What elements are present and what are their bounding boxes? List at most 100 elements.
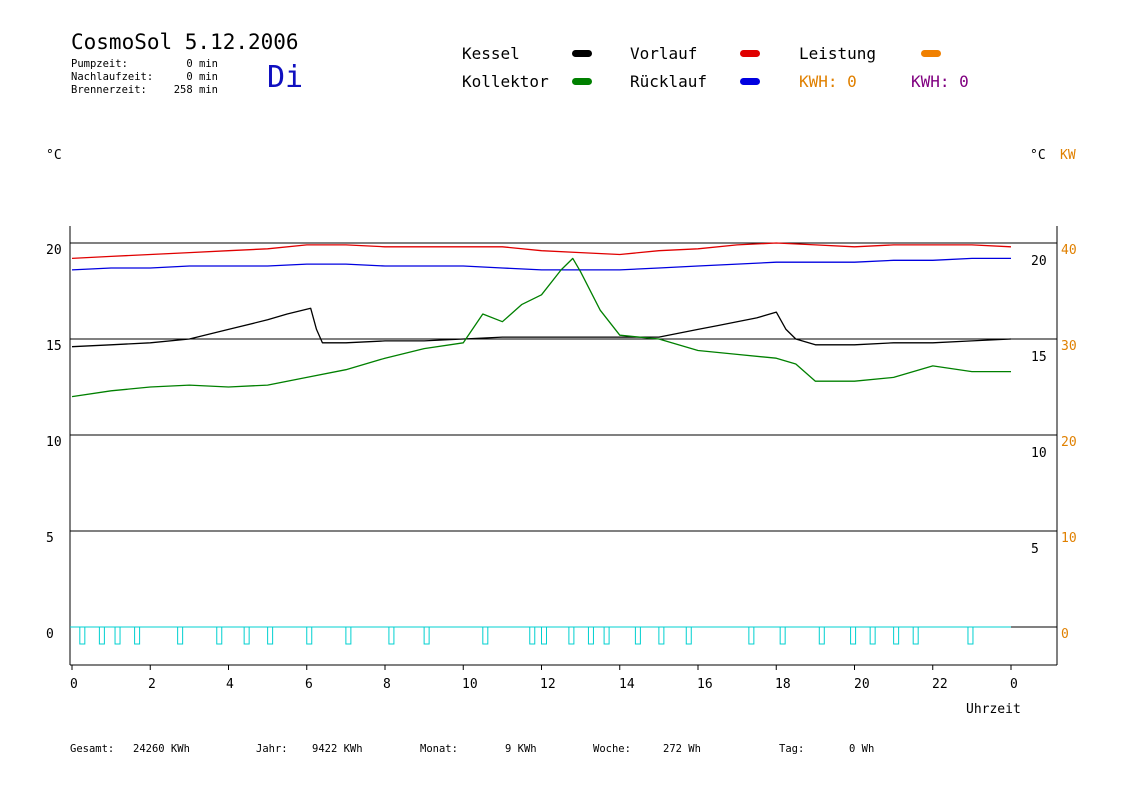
weekday-label: Di xyxy=(267,60,304,95)
stat-pumpzeit-value: 0 min xyxy=(186,58,218,70)
pump-pulse-14 xyxy=(541,626,547,645)
series-ruecklauf-line xyxy=(71,257,1011,271)
footer-jahr-value: 9422 KWh xyxy=(312,743,363,755)
right-tick-c-15: 15 xyxy=(1031,350,1047,365)
x-tick-18: 18 xyxy=(775,677,791,692)
chart-title: CosmoSol 5.12.2006 xyxy=(71,30,299,54)
footer-monat-value: 9 KWh xyxy=(505,743,537,755)
pump-pulse-28 xyxy=(967,626,974,645)
pump-pulse-15 xyxy=(568,626,575,645)
left-tick-15: 15 xyxy=(46,339,62,354)
footer-monat-label: Monat: xyxy=(420,743,458,755)
right-tick-c-5: 5 xyxy=(1031,542,1039,557)
x-tick-4: 4 xyxy=(226,677,234,692)
stat-pumpzeit-label: Pumpzeit: xyxy=(71,58,128,70)
chart-series xyxy=(71,242,1012,398)
pump-pulse-1 xyxy=(98,626,105,645)
pump-pulse-12 xyxy=(482,626,489,645)
pump-pulse-4 xyxy=(177,626,184,645)
chart-grid xyxy=(69,226,1058,670)
pump-pulse-0 xyxy=(79,626,86,645)
x-axis-label: Uhrzeit xyxy=(966,702,1021,717)
x-tick-0: 0 xyxy=(70,677,78,692)
legend-kwh-orange: KWH: 0 xyxy=(799,72,857,91)
right-tick-kw-30: 30 xyxy=(1061,339,1077,354)
stat-brennerzeit-label: Brennerzeit: xyxy=(71,84,147,96)
footer-woche-value: 272 Wh xyxy=(663,743,701,755)
stats-values: 0 min 0 min 258 min xyxy=(160,58,218,97)
footer-jahr-label: Jahr: xyxy=(256,743,288,755)
legend-ruecklauf-label: Rücklauf xyxy=(630,72,708,91)
x-tick-10: 10 xyxy=(462,677,478,692)
x-tick-6: 6 xyxy=(305,677,313,692)
x-tick-12: 12 xyxy=(540,677,556,692)
pump-pulse-11 xyxy=(423,626,430,645)
right-tick-c-10: 10 xyxy=(1031,446,1047,461)
left-tick-10: 10 xyxy=(46,435,62,450)
x-tick-16: 16 xyxy=(697,677,713,692)
right-axis-unit-c: °C xyxy=(1030,148,1046,163)
legend-kessel-swatch xyxy=(572,50,592,57)
footer-woche-label: Woche: xyxy=(593,743,631,755)
footer-tag-label: Tag: xyxy=(779,743,805,755)
right-tick-kw-40: 40 xyxy=(1061,243,1077,258)
pump-pulse-9 xyxy=(345,626,352,645)
pump-pulse-23 xyxy=(818,626,825,645)
x-tick-8: 8 xyxy=(383,677,391,692)
legend-ruecklauf-swatch xyxy=(740,78,760,85)
footer-gesamt-label: Gesamt: xyxy=(70,743,115,755)
legend-leistung-swatch xyxy=(921,50,941,57)
right-tick-c-20: 20 xyxy=(1031,254,1047,269)
right-axis-unit-kw: KW xyxy=(1060,148,1076,163)
pump-pulse-10 xyxy=(388,626,395,645)
legend-kollektor-label: Kollektor xyxy=(462,72,549,91)
x-tick-2: 2 xyxy=(148,677,156,692)
left-axis-unit: °C xyxy=(46,148,62,163)
series-vorlauf-line xyxy=(71,242,1012,260)
footer-tag-value: 0 Wh xyxy=(849,743,875,755)
pump-pulse-27 xyxy=(912,626,919,645)
legend-leistung-label: Leistung xyxy=(799,44,877,63)
pump-pulse-16 xyxy=(587,626,594,645)
x-tick-22: 22 xyxy=(932,677,948,692)
pump-pulse-21 xyxy=(748,626,755,645)
pump-activity xyxy=(70,626,1011,645)
stat-nachlaufzeit-value: 0 min xyxy=(186,71,218,83)
series-kessel-line xyxy=(71,307,1012,348)
stat-nachlaufzeit-label: Nachlaufzeit: xyxy=(71,71,154,83)
x-tick-24: 0 xyxy=(1010,677,1018,692)
stat-brennerzeit-value: 258 min xyxy=(173,84,218,96)
left-tick-0: 0 xyxy=(46,627,54,642)
pump-pulse-22 xyxy=(779,626,786,645)
pump-pulse-5 xyxy=(216,626,223,645)
pump-pulse-18 xyxy=(634,626,641,645)
pump-pulse-2 xyxy=(114,626,121,645)
pump-pulse-24 xyxy=(850,626,857,645)
right-tick-kw-20: 20 xyxy=(1061,435,1077,450)
pump-pulse-19 xyxy=(658,626,665,645)
legend-vorlauf-swatch xyxy=(740,50,760,57)
pump-pulse-13 xyxy=(529,626,536,645)
x-tick-14: 14 xyxy=(619,677,635,692)
left-tick-20: 20 xyxy=(46,243,62,258)
pump-pulse-8 xyxy=(306,626,313,645)
series-kollektor-line xyxy=(71,257,1011,398)
legend-kollektor-swatch xyxy=(572,78,592,85)
pump-pulse-20 xyxy=(685,626,692,645)
legend-vorlauf-label: Vorlauf xyxy=(630,44,698,63)
pump-pulse-17 xyxy=(603,626,610,645)
legend-kwh-purple: KWH: 0 xyxy=(911,72,969,91)
pump-pulse-26 xyxy=(893,626,900,645)
stats-labels: Pumpzeit: Nachlaufzeit: Brennerzeit: xyxy=(71,58,153,97)
pump-pulse-3 xyxy=(134,626,141,645)
legend-kessel-label: Kessel xyxy=(462,44,520,63)
left-tick-5: 5 xyxy=(46,531,54,546)
pump-pulse-6 xyxy=(243,626,250,645)
right-tick-kw-10: 10 xyxy=(1061,531,1077,546)
pump-pulse-7 xyxy=(267,626,274,645)
footer-gesamt-value: 24260 KWh xyxy=(133,743,190,755)
pump-pulse-25 xyxy=(869,626,876,645)
right-tick-kw-0: 0 xyxy=(1061,627,1069,642)
x-tick-20: 20 xyxy=(854,677,870,692)
